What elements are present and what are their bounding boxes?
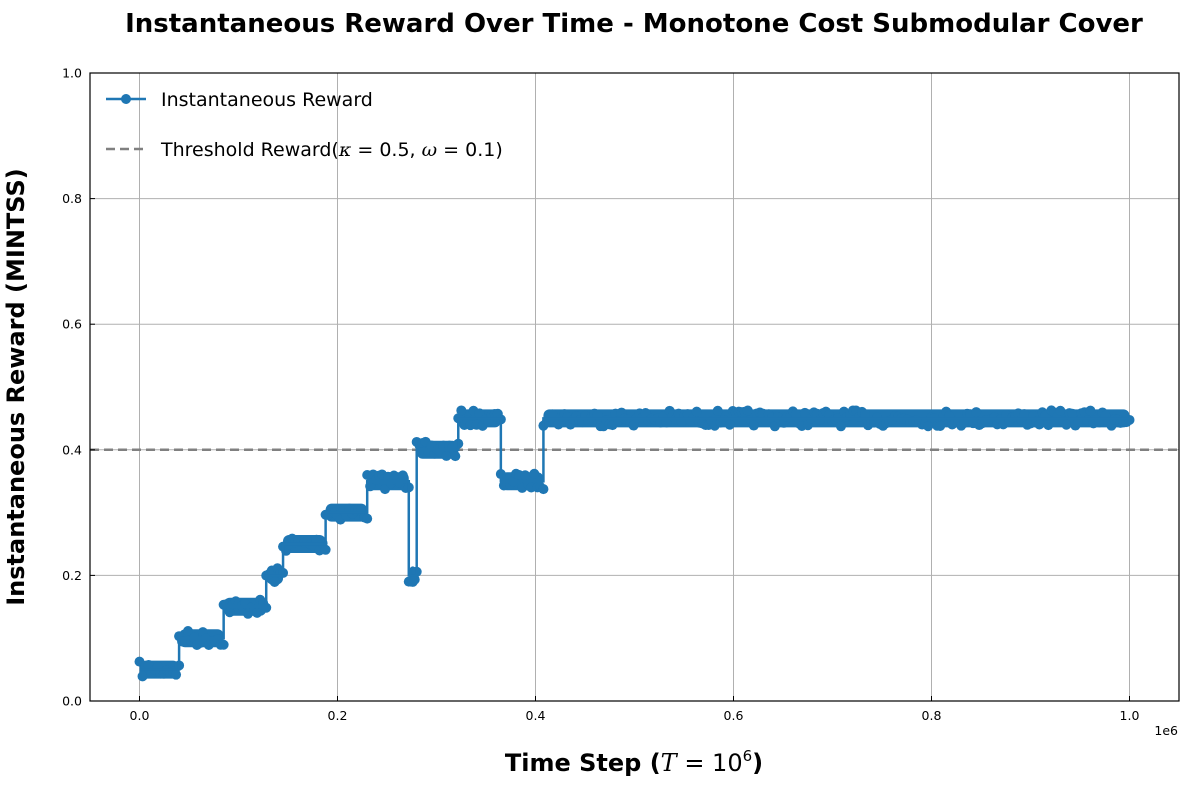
reward-marker <box>397 470 408 481</box>
reward-marker <box>1019 409 1030 420</box>
reward-marker <box>171 669 182 680</box>
reward-marker <box>959 417 970 428</box>
reward-marker <box>661 417 672 428</box>
y-tick-label: 0.8 <box>62 191 82 206</box>
reward-marker <box>935 421 946 432</box>
x-axis-ticks: 0.0 0.2 0.4 0.6 0.8 1.0 <box>130 696 1140 723</box>
reward-marker <box>1067 408 1078 419</box>
x-tick-label: 0.8 <box>922 708 942 723</box>
reward-marker <box>860 409 871 420</box>
reward-line <box>139 417 1130 671</box>
reward-marker <box>1034 419 1045 430</box>
reward-marker <box>971 407 982 418</box>
y-axis-ticks: 0.0 0.2 0.4 0.6 0.8 1.0 <box>62 66 95 709</box>
reward-marker <box>362 513 373 524</box>
reward-marker <box>538 484 549 495</box>
x-tick-label: 0.6 <box>724 708 744 723</box>
reward-marker <box>1094 417 1105 428</box>
reward-marker <box>529 468 540 479</box>
reward-marker <box>450 451 461 462</box>
reward-marker <box>553 419 564 430</box>
reward-marker <box>547 409 558 420</box>
reward-marker <box>409 574 420 585</box>
reward-marker <box>1061 419 1072 430</box>
reward-marker <box>224 607 235 618</box>
chart-title: Instantaneous Reward Over Time - Monoton… <box>125 9 1143 39</box>
x-tick-label: 0.4 <box>526 708 546 723</box>
y-tick-label: 0.6 <box>62 317 82 332</box>
x-tick-label: 0.0 <box>130 708 150 723</box>
legend-reward-marker <box>121 94 131 104</box>
reward-marker <box>724 419 735 430</box>
reward-marker <box>218 639 229 650</box>
x-tick-label: 0.2 <box>328 708 348 723</box>
reward-marker <box>520 470 531 481</box>
reward-marker <box>691 406 702 417</box>
reward-marker <box>790 409 801 420</box>
y-axis-label: Instantaneous Reward (MINTSS) <box>2 168 30 606</box>
reward-marker <box>748 420 759 431</box>
reward-marker <box>1043 420 1054 431</box>
legend: Instantaneous Reward Threshold Reward(κ … <box>106 89 503 161</box>
reward-marker <box>474 408 485 419</box>
x-axis-offset-label: 1e6 <box>1154 723 1178 738</box>
legend-reward-label: Instantaneous Reward <box>161 89 373 111</box>
y-tick-label: 0.4 <box>62 442 82 457</box>
reward-marker <box>269 576 280 587</box>
reward-marker <box>441 450 452 461</box>
reward-marker <box>742 405 753 416</box>
y-tick-label: 1.0 <box>62 66 82 81</box>
reward-marker <box>252 607 263 618</box>
reward-marker <box>1124 414 1135 425</box>
plot-frame <box>89 72 1180 702</box>
reward-marker <box>320 544 331 555</box>
x-axis-label: Time Step (T = 106) <box>505 747 763 777</box>
reward-marker <box>137 671 148 682</box>
reward-marker <box>835 421 846 432</box>
reward-marker <box>1055 405 1066 416</box>
reward-marker <box>923 421 934 432</box>
y-tick-label: 0.0 <box>62 694 82 709</box>
x-tick-label: 1.0 <box>1120 708 1140 723</box>
reward-marker <box>712 405 723 416</box>
reward-marker <box>456 405 467 416</box>
reward-marker <box>1085 405 1096 416</box>
legend-threshold-label: Threshold Reward(κ = 0.5, ω = 0.1) <box>160 139 503 161</box>
reward-series <box>134 405 1135 682</box>
y-tick-label: 0.2 <box>62 568 82 583</box>
reward-marker <box>183 626 194 637</box>
